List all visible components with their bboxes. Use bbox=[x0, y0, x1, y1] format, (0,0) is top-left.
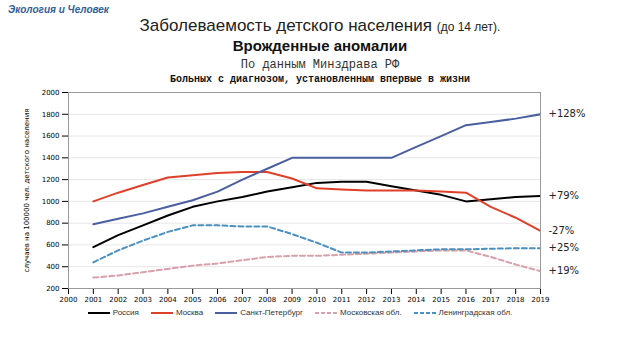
svg-text:2019: 2019 bbox=[532, 296, 550, 304]
svg-text:2001: 2001 bbox=[84, 296, 102, 304]
html-text:Москва: Москва bbox=[175, 308, 204, 317]
svg-text:2011: 2011 bbox=[333, 296, 351, 304]
svg-text:2013: 2013 bbox=[383, 296, 401, 304]
svg-text:1000: 1000 bbox=[42, 198, 60, 206]
html-text:По данным Минздрава РФ: По данным Минздрава РФ bbox=[240, 58, 400, 72]
svg-text:2006: 2006 bbox=[209, 296, 227, 304]
html-text:Больных с диагнозом, установле: Больных с диагнозом, установленным вперв… bbox=[170, 74, 470, 85]
svg-text:случаев на 100000 чел. детског: случаев на 100000 чел. детского населени… bbox=[23, 109, 31, 273]
svg-text:2007: 2007 bbox=[233, 296, 251, 304]
html-text:Врожденные аномалии: Врожденные аномалии bbox=[232, 37, 408, 54]
svg-text:2005: 2005 bbox=[184, 296, 202, 304]
html-text:Заболеваемость детского населе: Заболеваемость детского населения(до 14 … bbox=[139, 16, 501, 35]
svg-text:200: 200 bbox=[46, 285, 59, 293]
html-text:Московская обл.: Московская обл. bbox=[340, 308, 402, 317]
svg-text:2012: 2012 bbox=[358, 296, 376, 304]
svg-text:2009: 2009 bbox=[283, 296, 301, 304]
svg-text:-27%: -27% bbox=[549, 225, 575, 236]
svg-text:1400: 1400 bbox=[42, 154, 60, 162]
svg-text:2010: 2010 bbox=[308, 296, 326, 304]
svg-text:2000: 2000 bbox=[42, 89, 60, 97]
svg-text:2015: 2015 bbox=[432, 296, 450, 304]
svg-text:400: 400 bbox=[46, 263, 59, 271]
svg-text:1600: 1600 bbox=[42, 132, 60, 140]
svg-text:600: 600 bbox=[46, 241, 59, 249]
svg-text:2002: 2002 bbox=[109, 296, 127, 304]
svg-text:1800: 1800 bbox=[42, 111, 60, 119]
svg-text:1200: 1200 bbox=[42, 176, 60, 184]
svg-text:+25%: +25% bbox=[549, 242, 580, 253]
svg-text:+19%: +19% bbox=[549, 265, 580, 276]
svg-text:2018: 2018 bbox=[507, 296, 525, 304]
svg-text:2004: 2004 bbox=[159, 296, 177, 304]
svg-text:2016: 2016 bbox=[457, 296, 475, 304]
svg-text:+128%: +128% bbox=[549, 108, 586, 119]
svg-text:2003: 2003 bbox=[134, 296, 152, 304]
svg-text:2000: 2000 bbox=[60, 296, 78, 304]
html-text:Экология и Человек: Экология и Человек bbox=[8, 4, 109, 15]
svg-text:2017: 2017 bbox=[482, 296, 500, 304]
html-text:Санкт-Петербург: Санкт-Петербург bbox=[240, 308, 303, 317]
svg-text:2008: 2008 bbox=[258, 296, 276, 304]
svg-text:2014: 2014 bbox=[407, 296, 425, 304]
svg-text:800: 800 bbox=[46, 219, 59, 227]
html-text:Ленинградская обл.: Ленинградская обл. bbox=[438, 308, 513, 317]
svg-text:+79%: +79% bbox=[549, 190, 580, 201]
html-text:Россия: Россия bbox=[112, 308, 139, 317]
